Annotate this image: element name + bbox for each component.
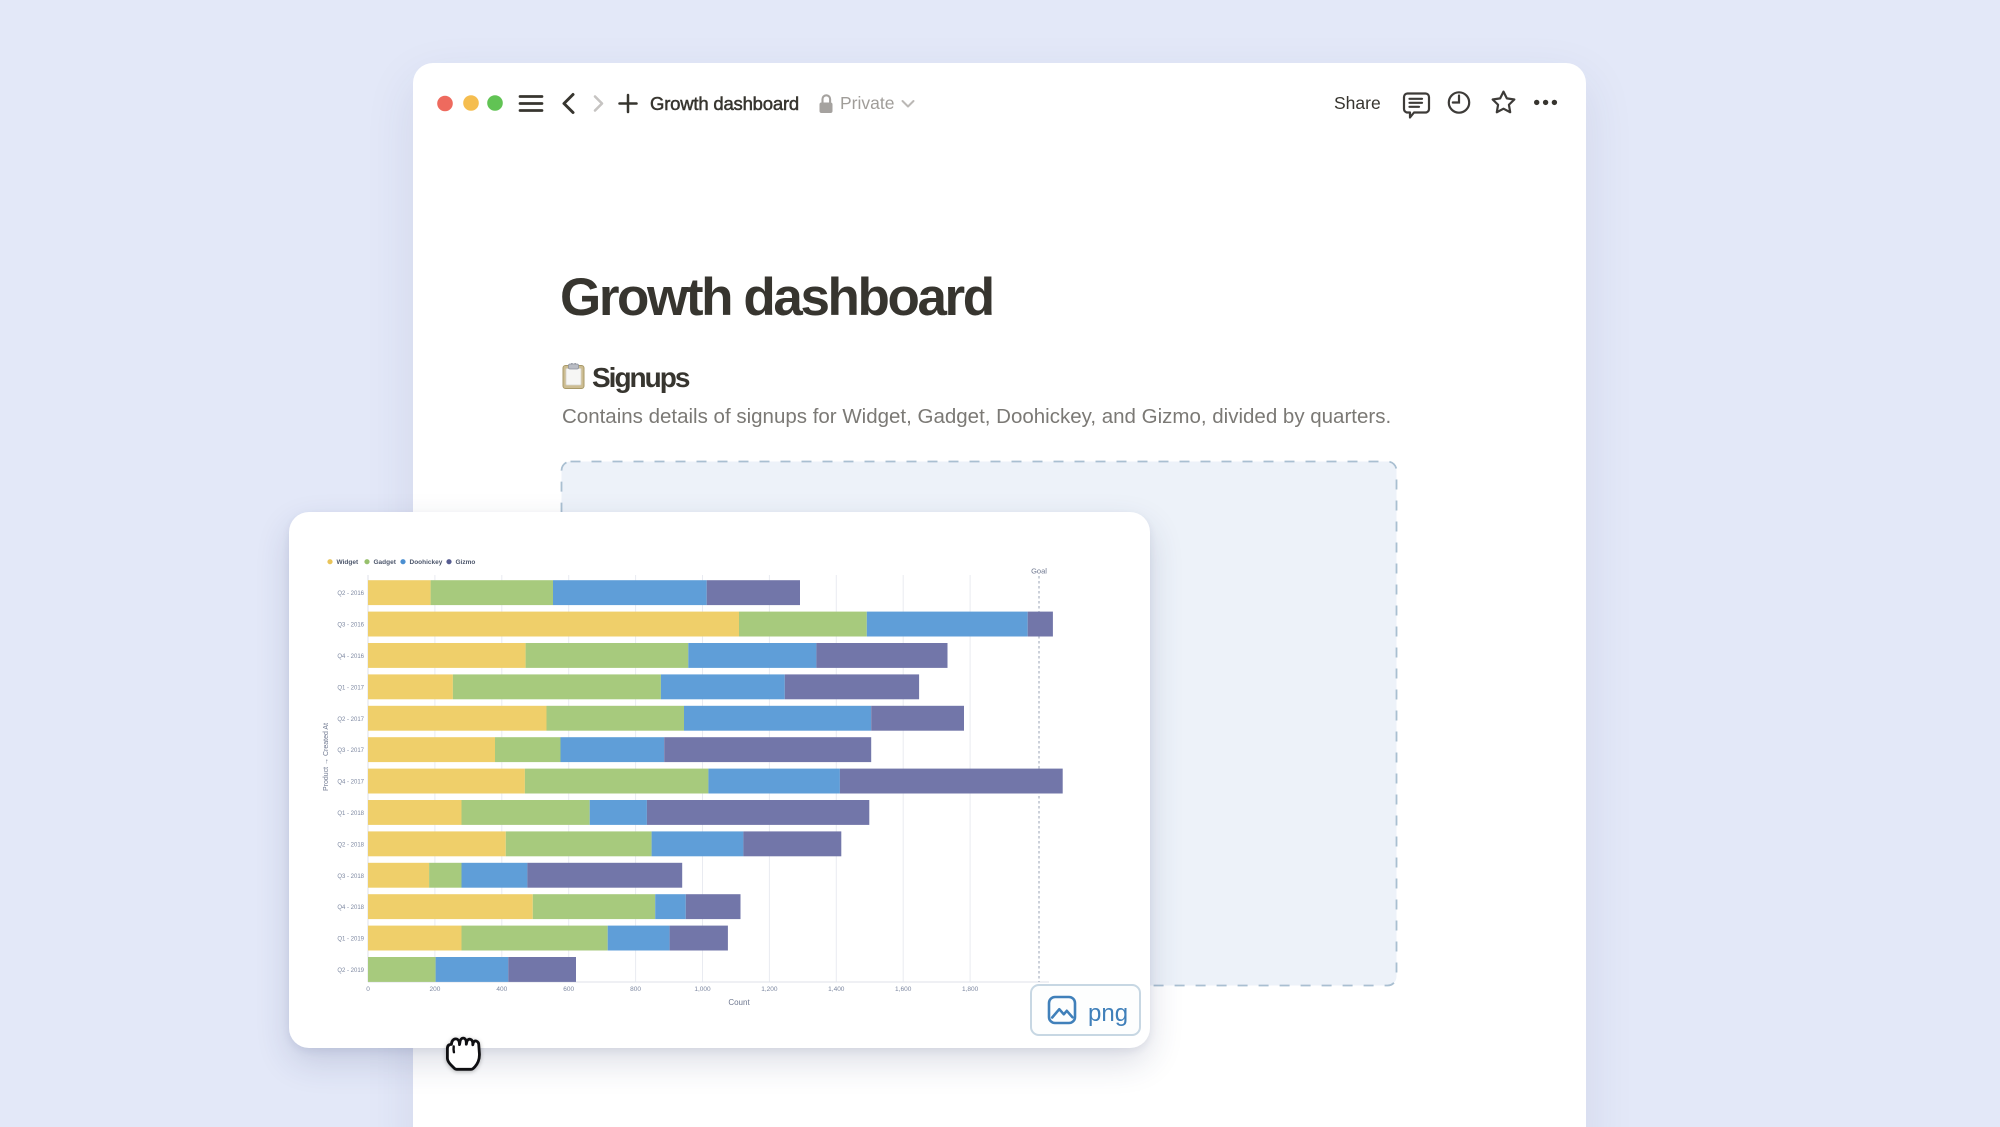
svg-text:1,600: 1,600 xyxy=(895,986,912,993)
svg-text:400: 400 xyxy=(496,986,507,993)
svg-text:Product → Created At: Product → Created At xyxy=(323,723,330,791)
svg-text:0: 0 xyxy=(366,986,370,993)
svg-text:Q4 - 2018: Q4 - 2018 xyxy=(337,905,364,911)
svg-text:Widget: Widget xyxy=(337,559,359,566)
svg-text:Gadget: Gadget xyxy=(374,559,397,566)
svg-text:Q2 - 2019: Q2 - 2019 xyxy=(337,968,364,974)
svg-text:Q3 - 2016: Q3 - 2016 xyxy=(337,623,364,629)
svg-text:Q2 - 2018: Q2 - 2018 xyxy=(337,842,364,848)
svg-text:Q3 - 2017: Q3 - 2017 xyxy=(337,748,364,754)
svg-text:Q2 - 2016: Q2 - 2016 xyxy=(337,591,364,597)
svg-text:1,000: 1,000 xyxy=(694,986,711,993)
svg-text:200: 200 xyxy=(429,986,440,993)
svg-text:600: 600 xyxy=(563,986,574,993)
svg-text:Q4 - 2016: Q4 - 2016 xyxy=(337,654,364,660)
svg-text:1,800: 1,800 xyxy=(962,986,979,993)
svg-text:Gizmo: Gizmo xyxy=(456,559,476,566)
svg-text:Goal: Goal xyxy=(1031,567,1047,576)
svg-text:Doohickey: Doohickey xyxy=(410,559,443,566)
svg-text:800: 800 xyxy=(630,986,641,993)
svg-text:Q1 - 2018: Q1 - 2018 xyxy=(337,811,364,817)
svg-text:Q4 - 2017: Q4 - 2017 xyxy=(337,780,364,786)
svg-text:Q1 - 2019: Q1 - 2019 xyxy=(337,937,364,943)
svg-text:Count: Count xyxy=(728,998,750,1007)
svg-text:1,200: 1,200 xyxy=(761,986,778,993)
svg-text:Q1 - 2017: Q1 - 2017 xyxy=(337,685,364,691)
svg-text:Q3 - 2018: Q3 - 2018 xyxy=(337,874,364,880)
svg-text:Q2 - 2017: Q2 - 2017 xyxy=(337,717,364,723)
svg-text:1,400: 1,400 xyxy=(828,986,845,993)
